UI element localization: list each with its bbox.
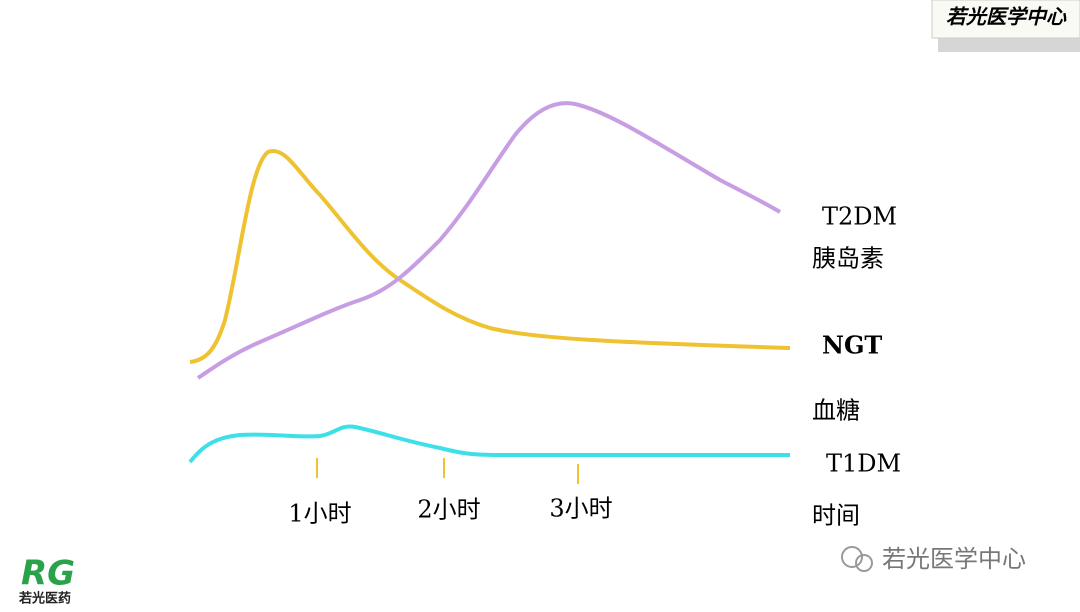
logo-text: 若光医药	[18, 591, 71, 607]
insulin-label: 胰岛素	[812, 245, 884, 273]
t2dm-curve	[196, 101, 782, 380]
axis-label: 时间	[812, 502, 860, 530]
logo-box	[0, 552, 100, 608]
watermark-icon	[841, 546, 863, 568]
ngt-label: NGT	[822, 331, 882, 360]
tick-label: 1小时	[288, 500, 351, 528]
tick-label: 3小时	[549, 495, 612, 523]
watermark: 若光医学中心	[882, 545, 1026, 573]
tick-label: 2小时	[417, 496, 480, 524]
t1dm-curve	[188, 424, 790, 464]
watermark-icon	[855, 554, 873, 572]
t2dm-label: T2DM	[822, 203, 897, 231]
t1dm-label: T1DM	[826, 450, 901, 478]
logo-mark: RG	[21, 554, 75, 594]
ngt-curve	[189, 149, 791, 364]
glucose-label: 血糖	[812, 397, 860, 425]
badge	[931, 0, 1080, 39]
badge-shadow	[938, 36, 1080, 52]
badge-text: 若光医学中心	[946, 5, 1067, 29]
